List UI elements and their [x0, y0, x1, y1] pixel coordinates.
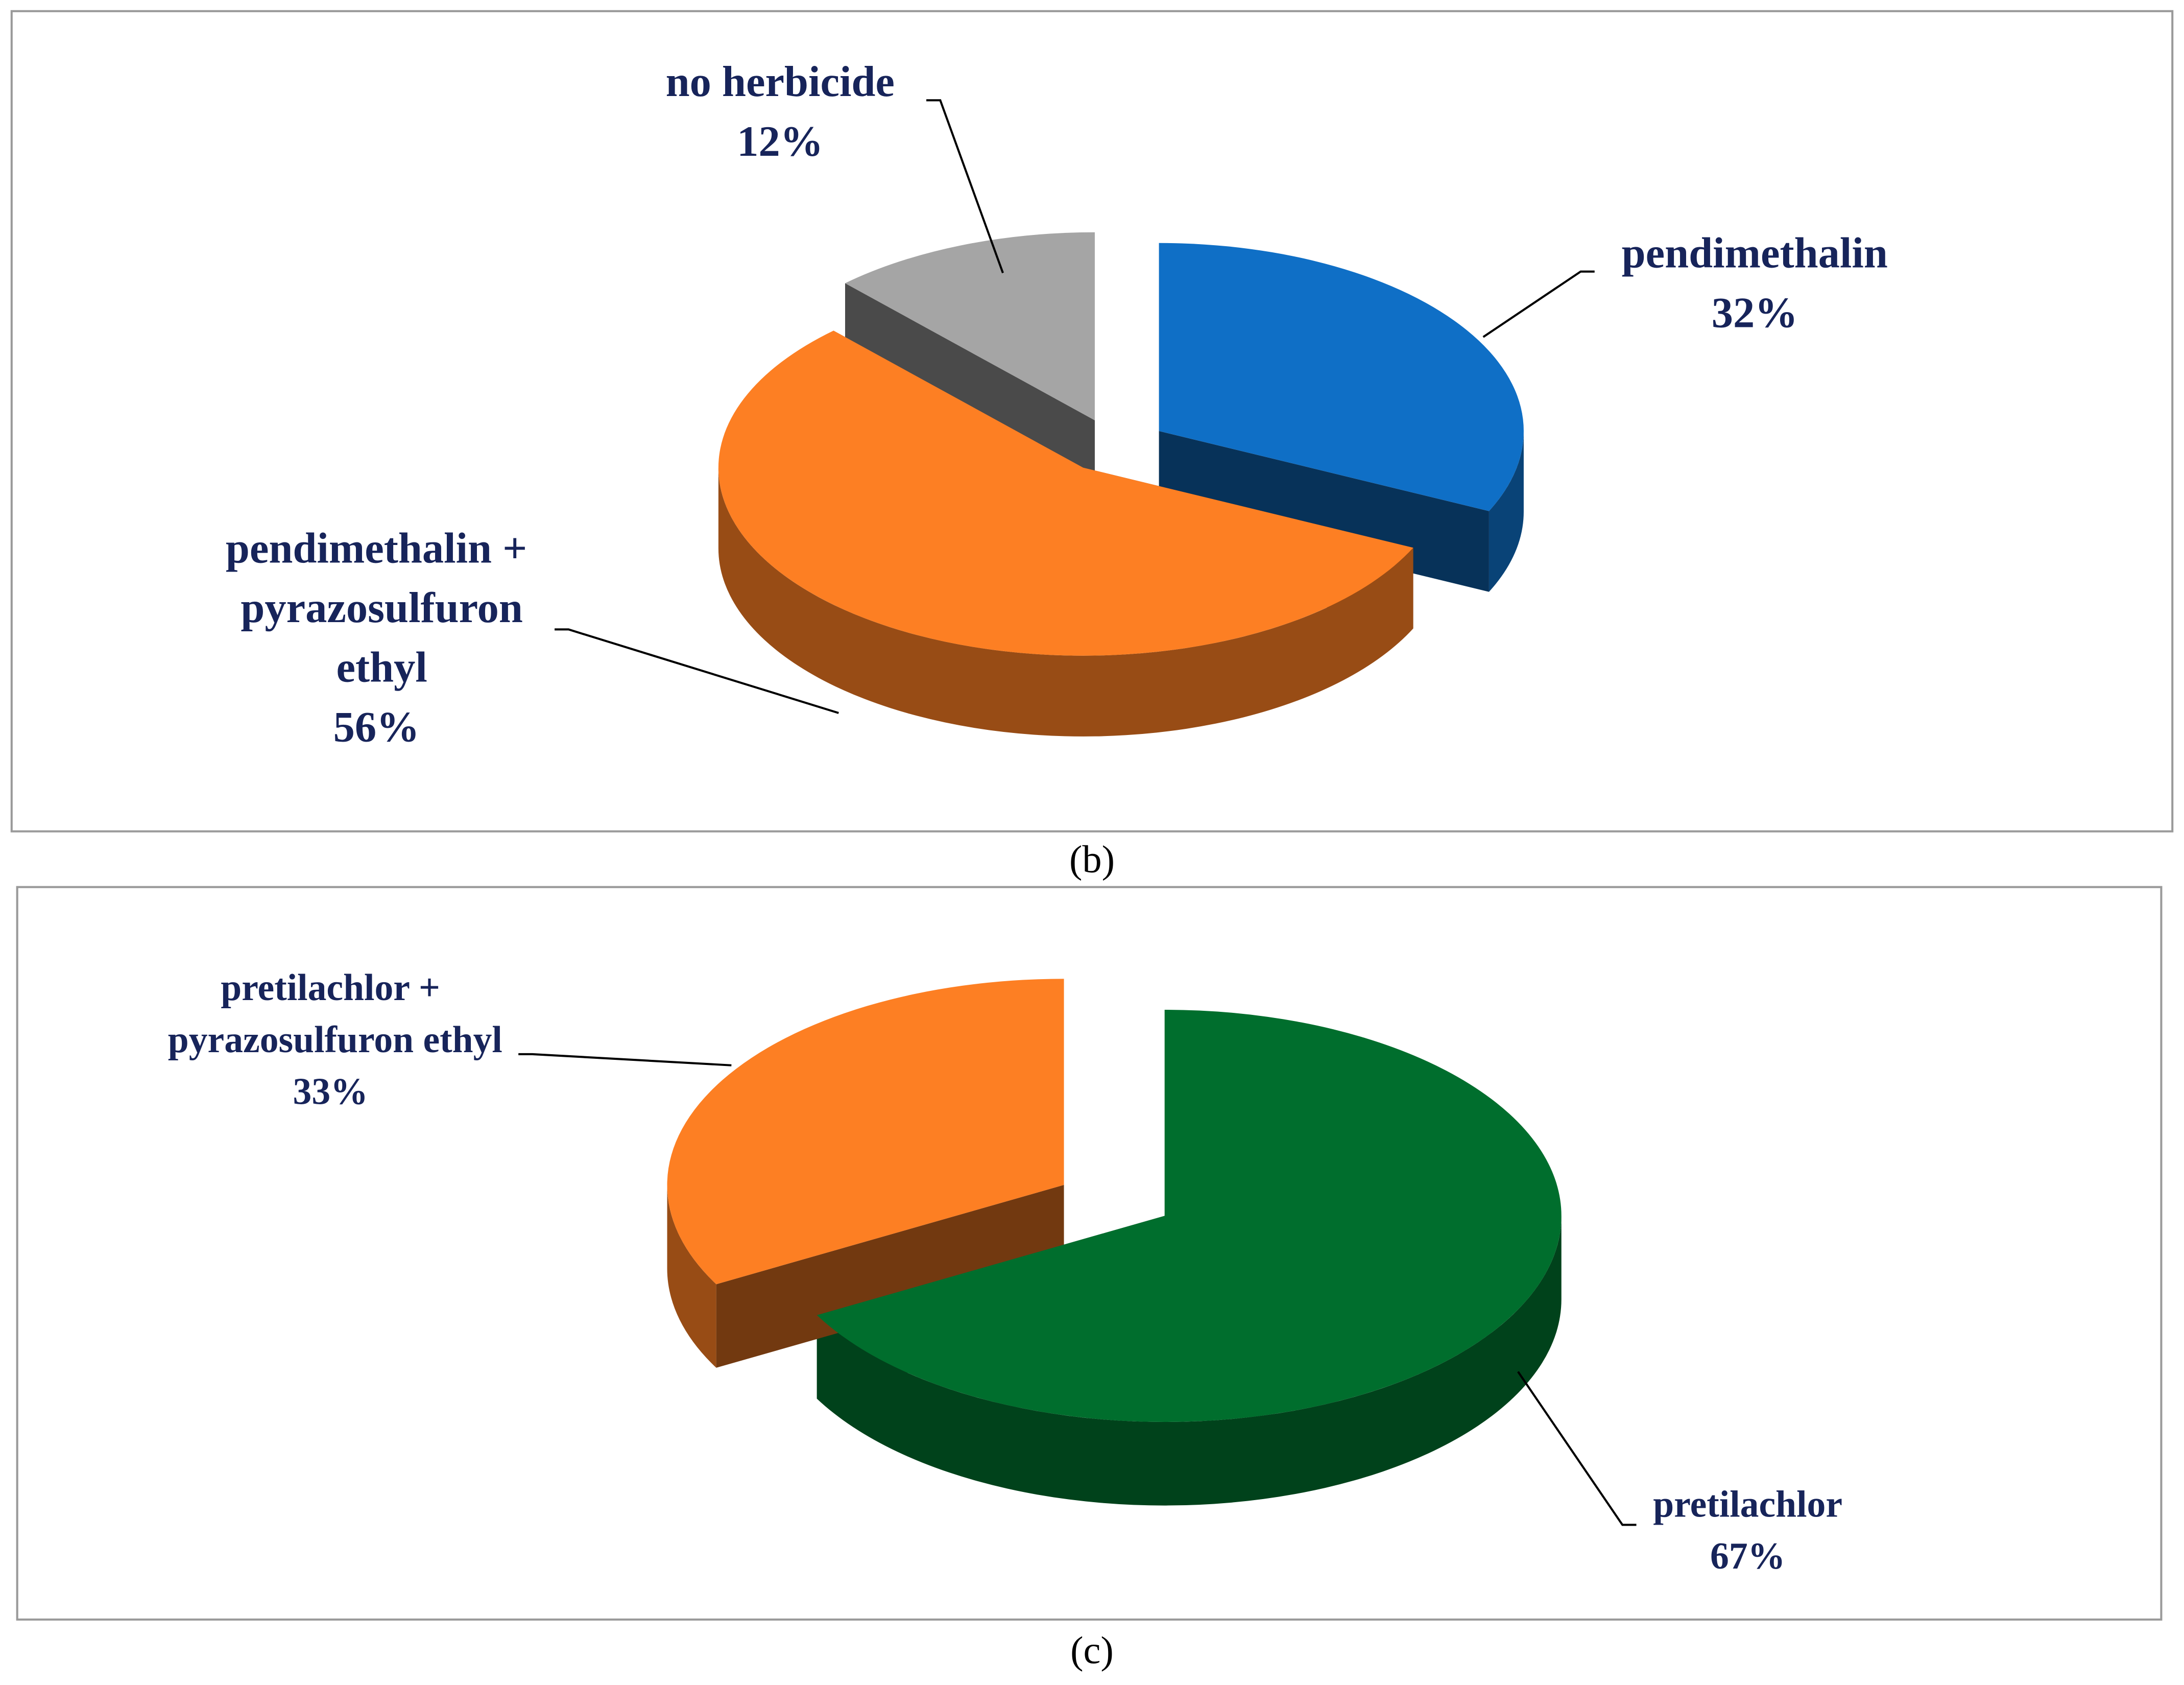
leader-line	[518, 1053, 732, 1066]
slice-side	[1489, 431, 1524, 592]
slice	[817, 1009, 1562, 1422]
value-label: 67%	[1710, 1535, 1785, 1577]
panel-frame	[10, 10, 2174, 833]
value-label: 33%	[293, 1070, 368, 1112]
leader-line	[555, 628, 839, 714]
slice	[1159, 243, 1524, 511]
slice-label: pendimethalin	[1622, 230, 1888, 277]
leader-line	[1482, 270, 1595, 338]
panel-caption: (c)	[1070, 1629, 1114, 1672]
slice-side	[718, 467, 1413, 737]
slice-cut-face	[716, 1184, 1064, 1368]
slice-label: no herbicide	[666, 58, 895, 106]
slice	[718, 330, 1413, 656]
slice-label: pretilachlor + pyrazosulfuron ethyl	[158, 966, 502, 1060]
slice	[845, 232, 1095, 420]
value-label: 12%	[737, 118, 823, 165]
panel-frame	[16, 886, 2163, 1621]
value-label: 56%	[333, 704, 420, 751]
leader-line	[1517, 1371, 1637, 1526]
slice-label: pretilachlor	[1653, 1483, 1842, 1525]
value-label: 32%	[1712, 289, 1798, 337]
panel-caption: (b)	[1069, 838, 1115, 881]
slice	[667, 979, 1064, 1285]
slice-side	[667, 1184, 716, 1368]
slice-label: pendimethalin + pyrazosulfuron ethyl	[226, 525, 527, 692]
slice-side	[817, 1216, 1562, 1506]
leader-line	[926, 99, 1004, 274]
